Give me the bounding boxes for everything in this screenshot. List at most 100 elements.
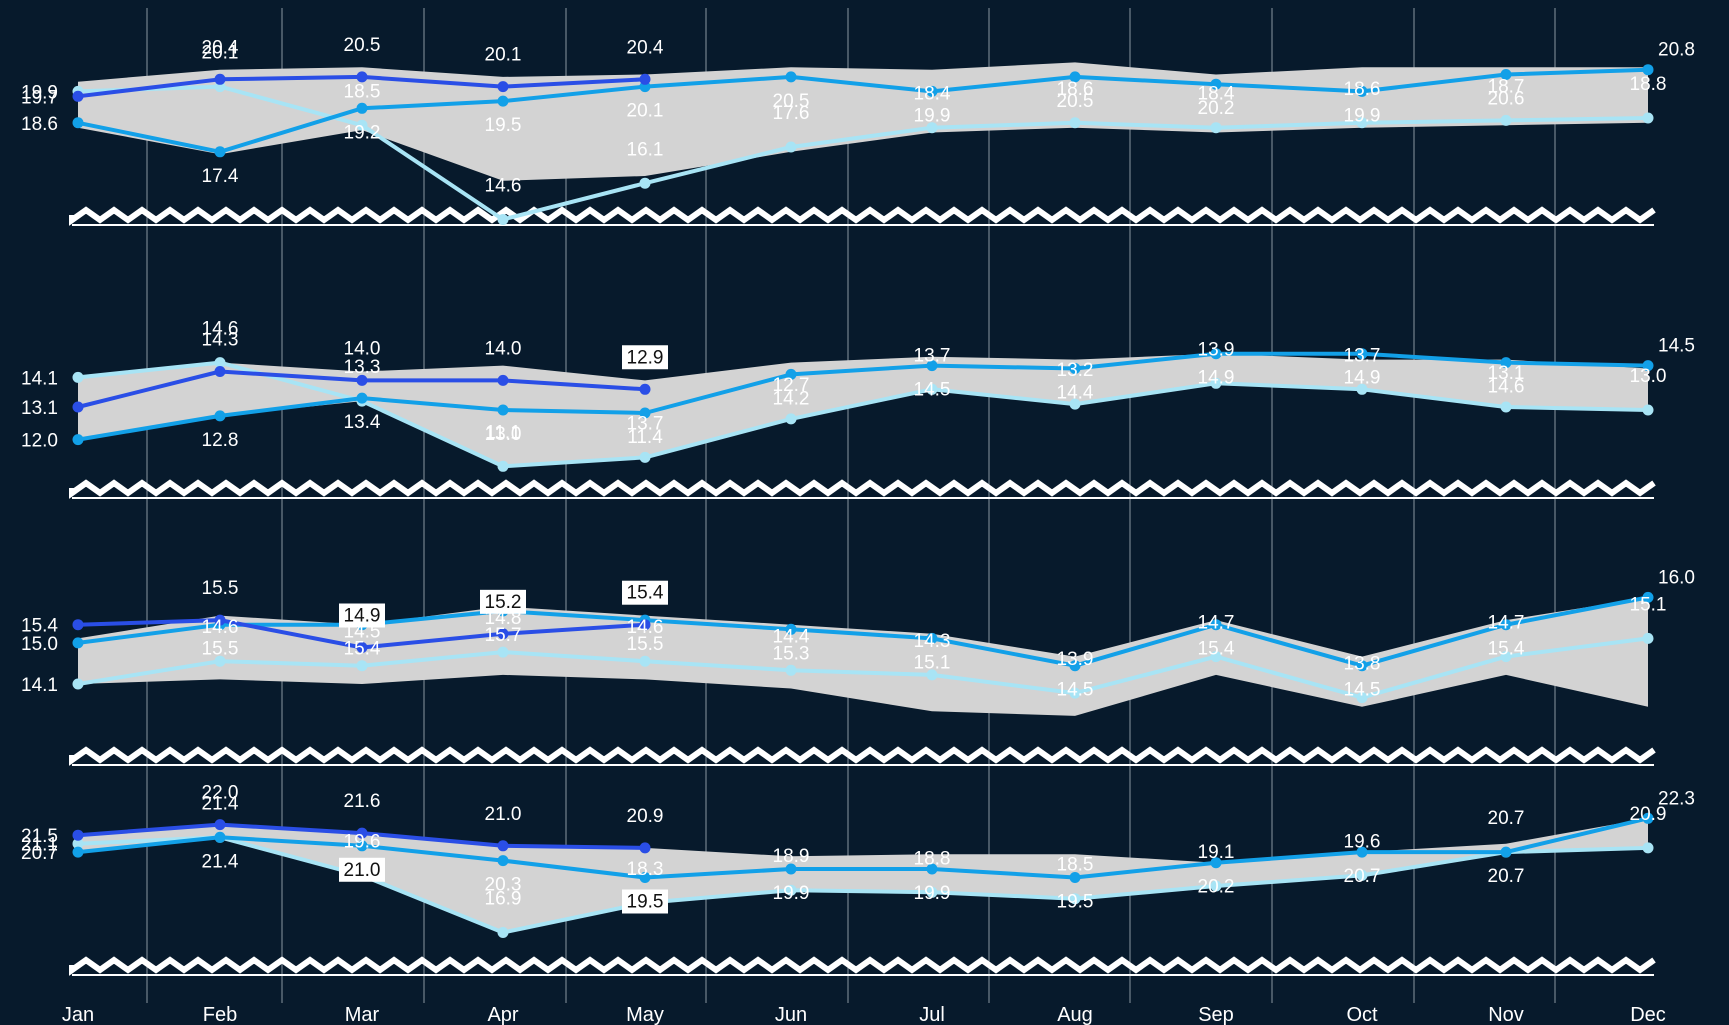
point-low <box>72 838 84 850</box>
data-label-low: 18.6 <box>1344 79 1381 100</box>
data-label-low: 18.9 <box>773 846 810 867</box>
data-label-average: 12.0 <box>21 431 58 452</box>
point-average <box>639 872 651 883</box>
data-label-low: 11.1 <box>485 422 521 443</box>
point-low <box>785 413 797 425</box>
data-label-average: 14.5 <box>1057 680 1094 701</box>
data-label-average: 19.9 <box>1344 105 1381 126</box>
data-label-low: 12.7 <box>773 375 810 396</box>
data-label-low: 14.5 <box>344 622 381 643</box>
point-average <box>1356 846 1368 858</box>
data-label-low: 14.4 <box>773 626 810 647</box>
x-tick-label: Aug <box>1057 1004 1093 1025</box>
data-label-low: 20.9 <box>1630 804 1667 825</box>
x-tick-label: Dec <box>1630 1004 1666 1025</box>
axis-break-zigzag <box>69 206 1656 226</box>
data-label-current_year: 20.5 <box>344 35 381 56</box>
point-average <box>1356 660 1368 672</box>
data-label-current_year: 15.4 <box>21 616 58 637</box>
series-line-average <box>77 67 1649 154</box>
point-current_year <box>639 73 651 85</box>
data-label-average: 20.5 <box>773 91 810 112</box>
point-average <box>1210 857 1222 869</box>
point-average <box>1069 363 1081 374</box>
data-label-low: 13.9 <box>1198 339 1235 360</box>
data-label-average: 18.6 <box>21 114 58 135</box>
data-label-low: 18.4 <box>914 84 951 105</box>
data-label-average: 15.3 <box>773 643 810 664</box>
data-label-average: 15.4 <box>1198 639 1235 660</box>
range-band <box>78 597 1648 716</box>
data-label-average: 21.4 <box>202 851 239 872</box>
point-low <box>72 371 84 383</box>
point-low <box>785 884 797 896</box>
data-label-average: 14.9 <box>1344 368 1381 389</box>
point-average <box>497 404 509 416</box>
point-low <box>785 664 797 676</box>
data-label-low: 14.8 <box>485 608 522 629</box>
point-average <box>356 102 368 114</box>
data-label-box <box>339 857 385 882</box>
x-tick-label: Oct <box>1346 1004 1378 1025</box>
data-label-average: 15.1 <box>914 652 951 673</box>
data-label-average: 19.5 <box>1057 892 1094 913</box>
point-low <box>639 177 651 189</box>
point-current_year <box>497 81 509 93</box>
point-low <box>785 141 797 153</box>
data-label-box <box>622 889 668 914</box>
data-label-average: 15.0 <box>21 634 58 655</box>
data-label-current_year: 20.4 <box>202 37 239 58</box>
point-average <box>72 117 84 129</box>
data-label-average: 16.0 <box>1658 567 1695 588</box>
point-average <box>785 863 797 875</box>
point-average <box>785 71 797 83</box>
data-label-low: 18.8 <box>1630 74 1667 95</box>
point-low <box>1356 692 1368 704</box>
range-band <box>78 62 1648 181</box>
data-label-current_year: 15.5 <box>202 578 239 599</box>
data-label-average: 13.4 <box>344 412 381 433</box>
data-label-low: 13.3 <box>344 357 381 378</box>
series-line-average <box>77 595 1649 668</box>
point-current_year <box>72 619 84 631</box>
point-average <box>356 392 368 404</box>
data-label-average: 14.5 <box>1658 336 1695 357</box>
x-tick-label: Sep <box>1198 1004 1234 1025</box>
series-line-average <box>77 816 1649 880</box>
point-current_year <box>356 827 368 839</box>
data-label-average: 15.4 <box>1488 639 1525 660</box>
point-current_year <box>356 374 368 386</box>
point-current_year <box>214 819 226 831</box>
data-label-current_year: 14.3 <box>202 329 239 350</box>
point-average <box>785 623 797 635</box>
data-label-box <box>622 580 668 605</box>
x-tick-label: Jan <box>62 1004 94 1025</box>
point-average <box>1500 357 1512 369</box>
data-label-average: 20.8 <box>1658 40 1695 61</box>
data-label-average: 14.5 <box>914 380 951 401</box>
point-average <box>1500 846 1512 858</box>
data-label-low: 21.1 <box>21 835 58 856</box>
panel-1: 19.720.4 20.5 20.1 20.418.617.419.2 19.520.1… <box>21 35 1695 226</box>
x-tick-label: Jun <box>775 1004 807 1025</box>
data-label-low: 19.6 <box>1344 831 1381 852</box>
point-low <box>1210 880 1222 892</box>
data-label-average: 14.5 <box>1344 680 1381 701</box>
point-low <box>926 669 938 681</box>
data-label-low: 18.7 <box>1488 76 1525 97</box>
point-average <box>1210 348 1222 360</box>
point-average <box>926 85 938 97</box>
data-label-average: 11.4 <box>627 427 663 448</box>
data-label-low: 21.4 <box>202 793 239 814</box>
series-line-average <box>77 351 1649 442</box>
point-low <box>1069 117 1081 129</box>
point-low <box>1500 651 1512 663</box>
point-average <box>1642 360 1654 372</box>
data-label-average: 20.1 <box>627 101 664 122</box>
data-label-average: 19.5 <box>627 892 664 913</box>
data-label-box <box>339 603 385 628</box>
axis-break-zigzag <box>69 479 1656 499</box>
point-low <box>1210 651 1222 663</box>
data-label-average: 12.8 <box>202 430 239 451</box>
